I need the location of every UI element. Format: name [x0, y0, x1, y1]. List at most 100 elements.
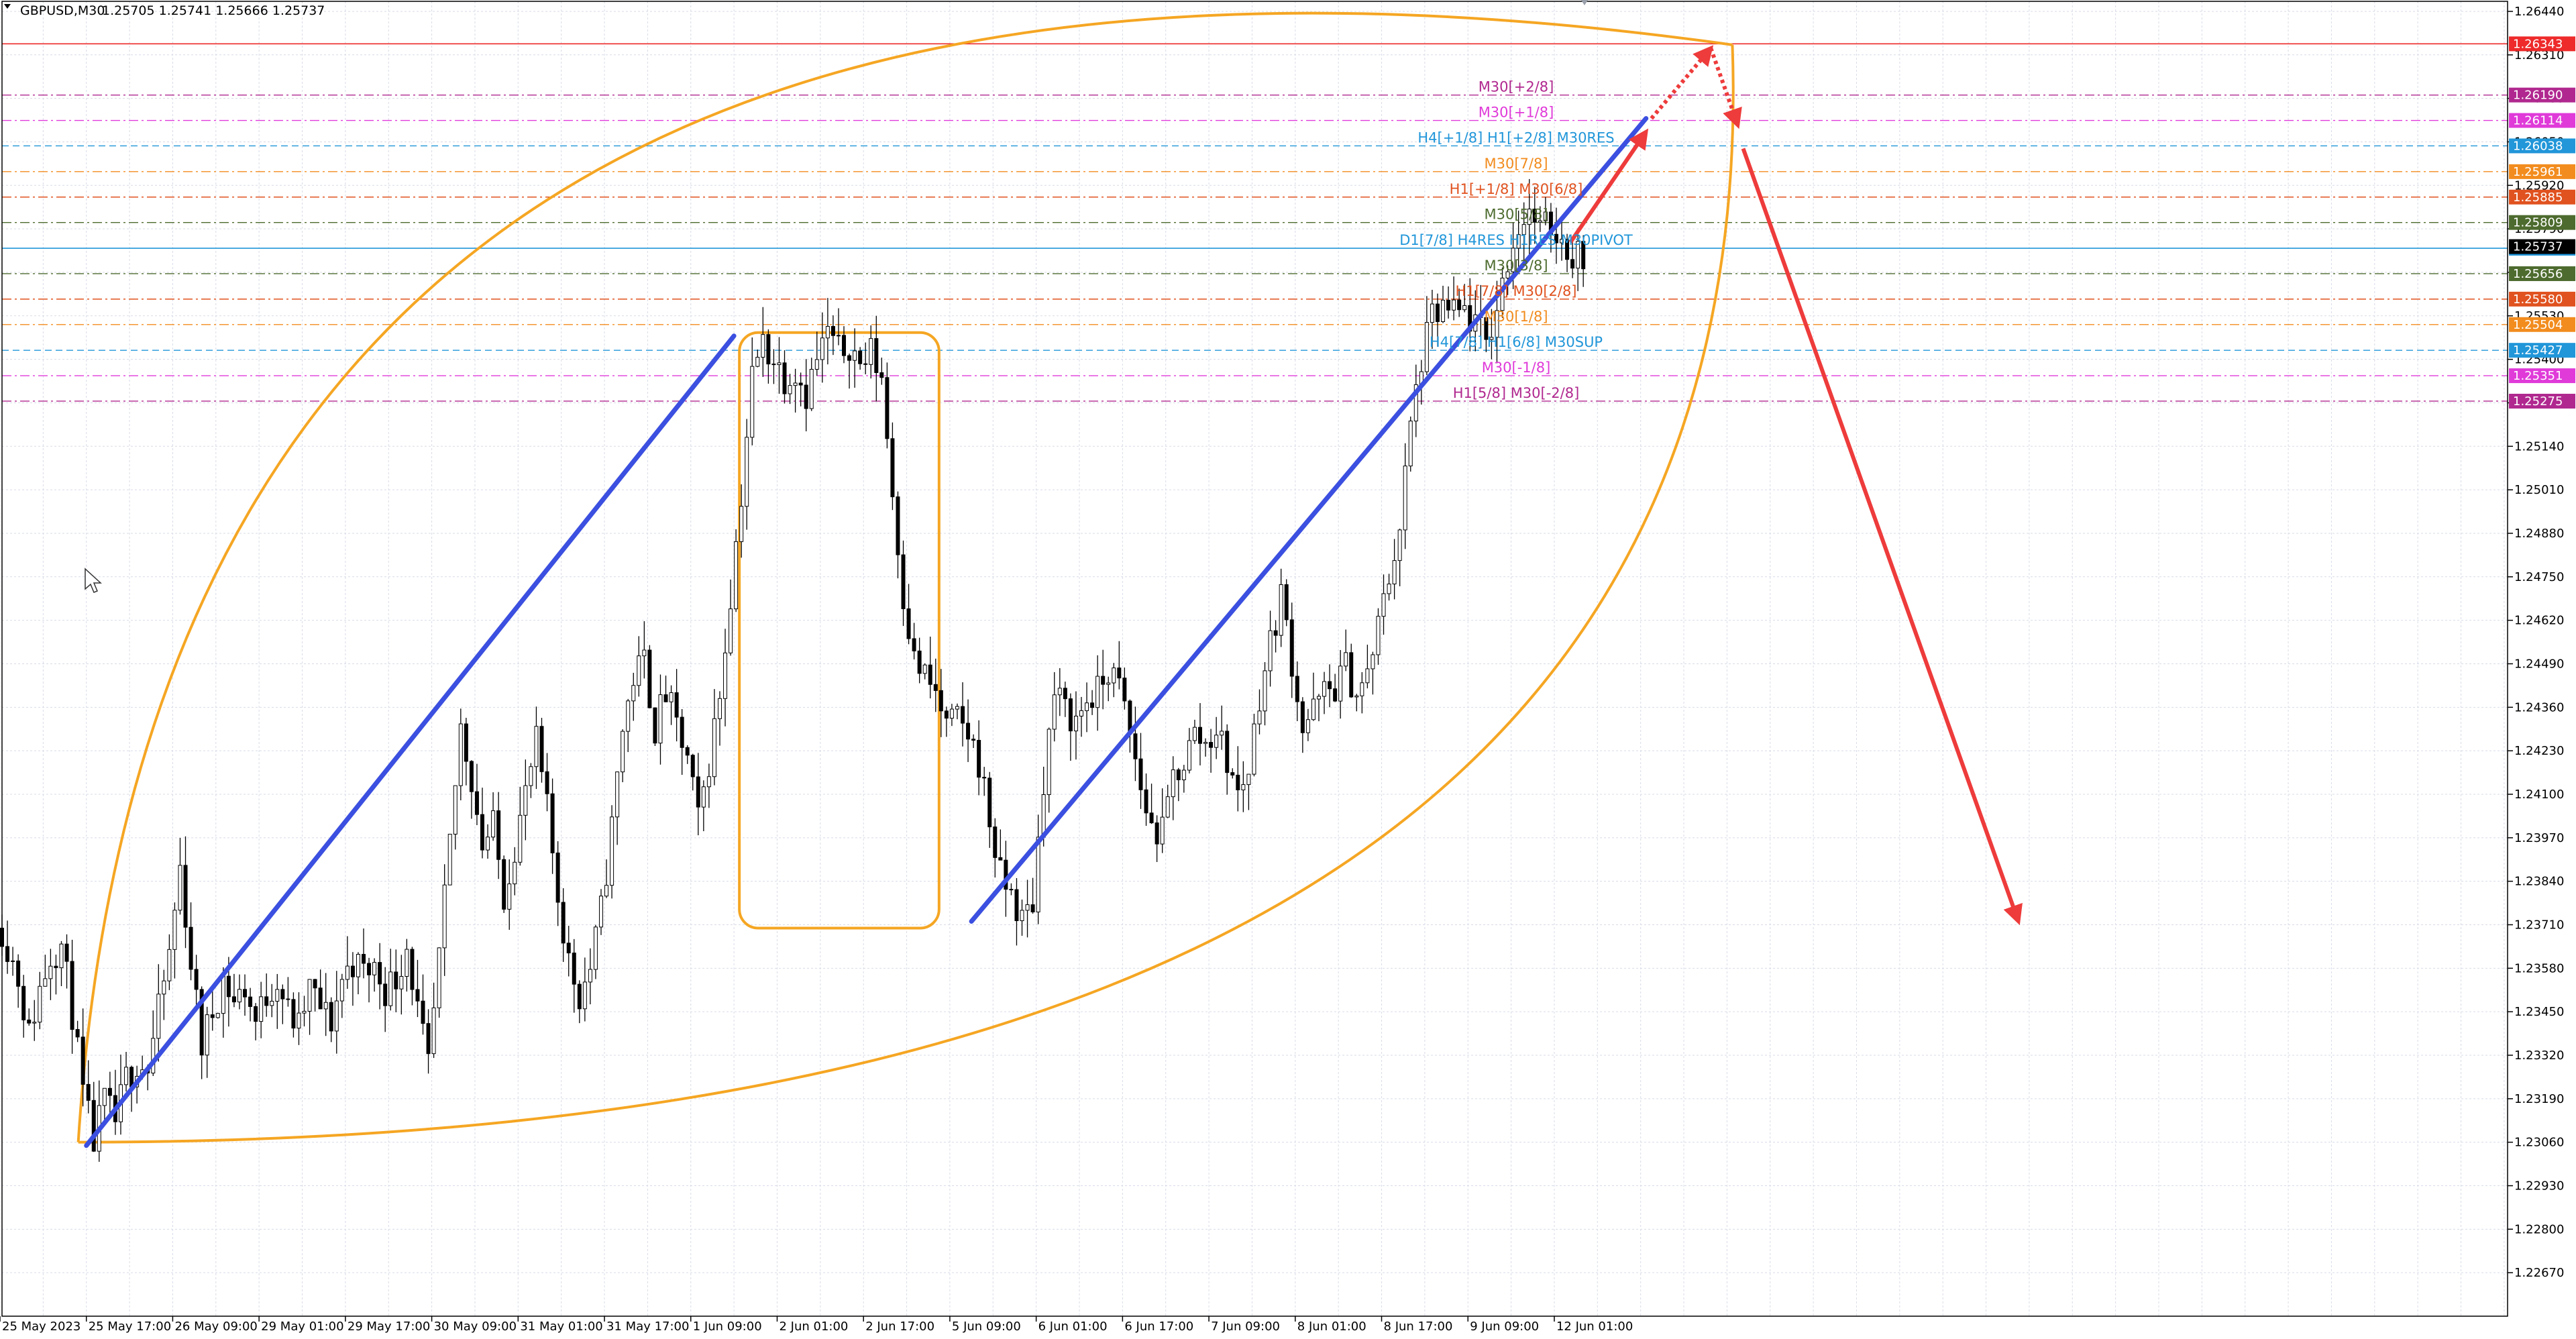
forecast-arrow-3	[1709, 47, 1742, 129]
candle	[1376, 608, 1381, 665]
candle-body	[1543, 211, 1548, 221]
candle-body	[658, 694, 663, 744]
candle-body	[421, 1000, 425, 1024]
candle	[971, 734, 976, 749]
menu-triangle-icon[interactable]	[4, 4, 11, 9]
level-label-13: H1[5/8] M30[-2/8]	[1453, 385, 1580, 401]
candle	[1192, 719, 1197, 744]
candle	[248, 987, 253, 1022]
candle-body	[529, 766, 533, 786]
candle-body	[518, 814, 523, 863]
candle-body	[189, 926, 193, 970]
candle-body	[1446, 299, 1451, 311]
candle-body	[1236, 774, 1240, 791]
candle	[1112, 663, 1116, 698]
candle-body	[1328, 681, 1332, 690]
candle-body	[1101, 676, 1106, 685]
candle-body	[480, 814, 485, 851]
y-tick-label: 1.24100	[2514, 788, 2564, 802]
candle	[16, 954, 21, 1008]
candle-body	[1176, 769, 1181, 780]
candle	[1181, 765, 1186, 793]
candle-body	[1149, 812, 1154, 824]
candle-body	[685, 747, 690, 756]
badge-text: 1.25580	[2513, 292, 2563, 307]
candle-body	[879, 372, 884, 378]
badge-text: 1.25656	[2513, 267, 2563, 281]
candle	[1581, 235, 1586, 287]
candle	[1392, 539, 1397, 600]
candle	[162, 969, 166, 1020]
level-label-10: M30[1/8]	[1484, 309, 1548, 325]
badge-text: 1.25961	[2513, 165, 2563, 179]
candle	[1241, 761, 1246, 812]
candle	[1462, 284, 1467, 313]
candle	[712, 689, 716, 786]
candle	[421, 974, 425, 1035]
candle-body	[350, 965, 355, 977]
candle	[1209, 729, 1214, 773]
candle	[464, 718, 468, 786]
candle-body	[1365, 668, 1370, 684]
candle	[32, 1000, 37, 1041]
candle-body	[1462, 305, 1467, 311]
candle-body	[912, 638, 916, 651]
trend-line-2	[969, 116, 1649, 924]
candle-body	[221, 975, 225, 1014]
candle-body	[75, 1029, 80, 1038]
candle-body	[1376, 616, 1381, 655]
candle-body	[394, 971, 398, 989]
candle	[858, 347, 863, 370]
badge-bg	[2509, 215, 2575, 230]
candle	[1197, 703, 1202, 765]
trend-lines	[84, 116, 1649, 1148]
candle-body	[626, 700, 631, 732]
candle-body	[1160, 816, 1165, 845]
candle-body	[1279, 584, 1283, 636]
candle-body	[523, 785, 528, 816]
badge-text: 1.25427	[2513, 343, 2563, 358]
candle	[1360, 672, 1364, 714]
candle-body	[1295, 676, 1299, 702]
candle	[372, 958, 377, 992]
candle	[1403, 443, 1407, 549]
candle-body	[750, 366, 755, 438]
candle-body	[70, 961, 74, 1030]
candle-body	[302, 1010, 307, 1014]
candle-body	[1305, 719, 1310, 733]
candle	[394, 949, 398, 1012]
candle-body	[917, 650, 922, 674]
candle	[577, 980, 582, 1024]
shift-marker-icon[interactable]	[1581, 0, 1588, 5]
candle	[685, 745, 690, 764]
candle-body	[566, 943, 571, 954]
trend-line-1	[84, 333, 737, 1148]
candle	[545, 753, 549, 812]
candle-body	[323, 1002, 328, 1010]
candle-body	[798, 382, 803, 386]
candle-body	[1230, 772, 1235, 775]
candle	[1160, 788, 1165, 853]
candle	[437, 947, 441, 1018]
badge-text: 1.25737	[2513, 240, 2563, 254]
forecast-arrow-1	[1568, 128, 1649, 244]
candle-body	[86, 1083, 91, 1101]
candle-body	[572, 953, 576, 985]
candle	[842, 326, 847, 364]
candle	[1122, 667, 1127, 710]
candle-body	[356, 954, 360, 977]
level-badge-0: 1.26343	[2509, 36, 2575, 52]
level-labels: M30[+2/8] M30[+1/8] H4[+1/8] H1[+2/8] M30R…	[1399, 79, 1633, 401]
candle	[1371, 651, 1375, 695]
candle	[496, 792, 501, 879]
candle-body	[334, 1000, 339, 1032]
candle-body	[1489, 337, 1494, 340]
candle-body	[1576, 241, 1580, 269]
level-label-6: M30[5/8]	[1484, 207, 1548, 223]
candle	[1322, 672, 1327, 714]
level-label-8: M30[3/8]	[1484, 258, 1548, 274]
y-tick-label: 1.22930	[2514, 1179, 2564, 1193]
x-tick-label: 7 Jun 09:00	[1211, 1320, 1280, 1334]
